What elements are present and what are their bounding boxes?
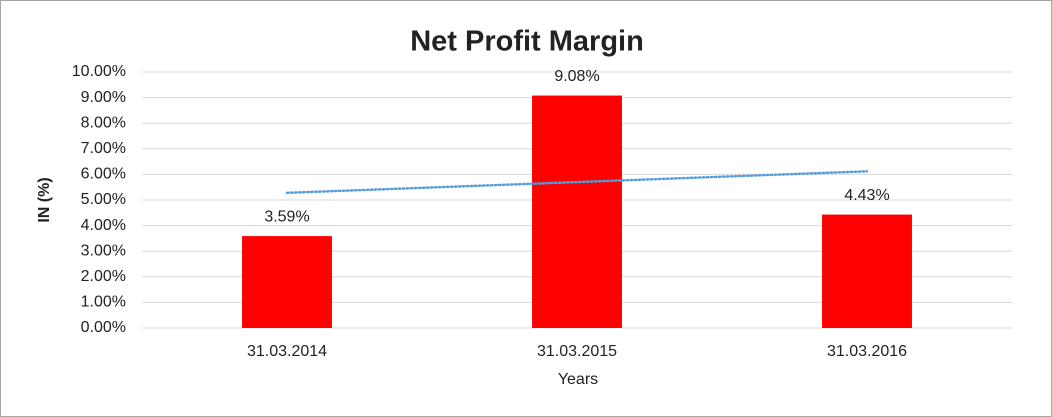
value-label: 3.59% [264,208,309,225]
y-tick-label: 5.00% [81,191,126,208]
x-axis-label: Years [558,371,598,388]
y-tick-label: 1.00% [81,294,126,311]
bar [822,214,912,328]
y-tick-label: 9.00% [81,89,126,106]
y-tick-label: 0.00% [81,319,126,336]
y-axis-label: IN (%) [36,177,53,222]
y-tick-label: 3.00% [81,242,126,259]
bar [242,236,332,328]
bar [532,95,622,328]
value-label: 9.08% [554,68,599,85]
y-tick-label: 4.00% [81,217,126,234]
y-tick-label: 10.00% [72,63,126,80]
y-tick-label: 7.00% [81,140,126,157]
y-tick-label: 6.00% [81,166,126,183]
x-tick-label: 31.03.2016 [827,343,907,360]
y-tick-label: 8.00% [81,114,126,131]
x-tick-label: 31.03.2014 [247,343,327,360]
chart-title: Net Profit Margin [410,26,644,58]
x-tick-label: 31.03.2015 [537,343,617,360]
value-label: 4.43% [844,187,889,204]
y-tick-label: 2.00% [81,268,126,285]
trendline [285,170,869,195]
